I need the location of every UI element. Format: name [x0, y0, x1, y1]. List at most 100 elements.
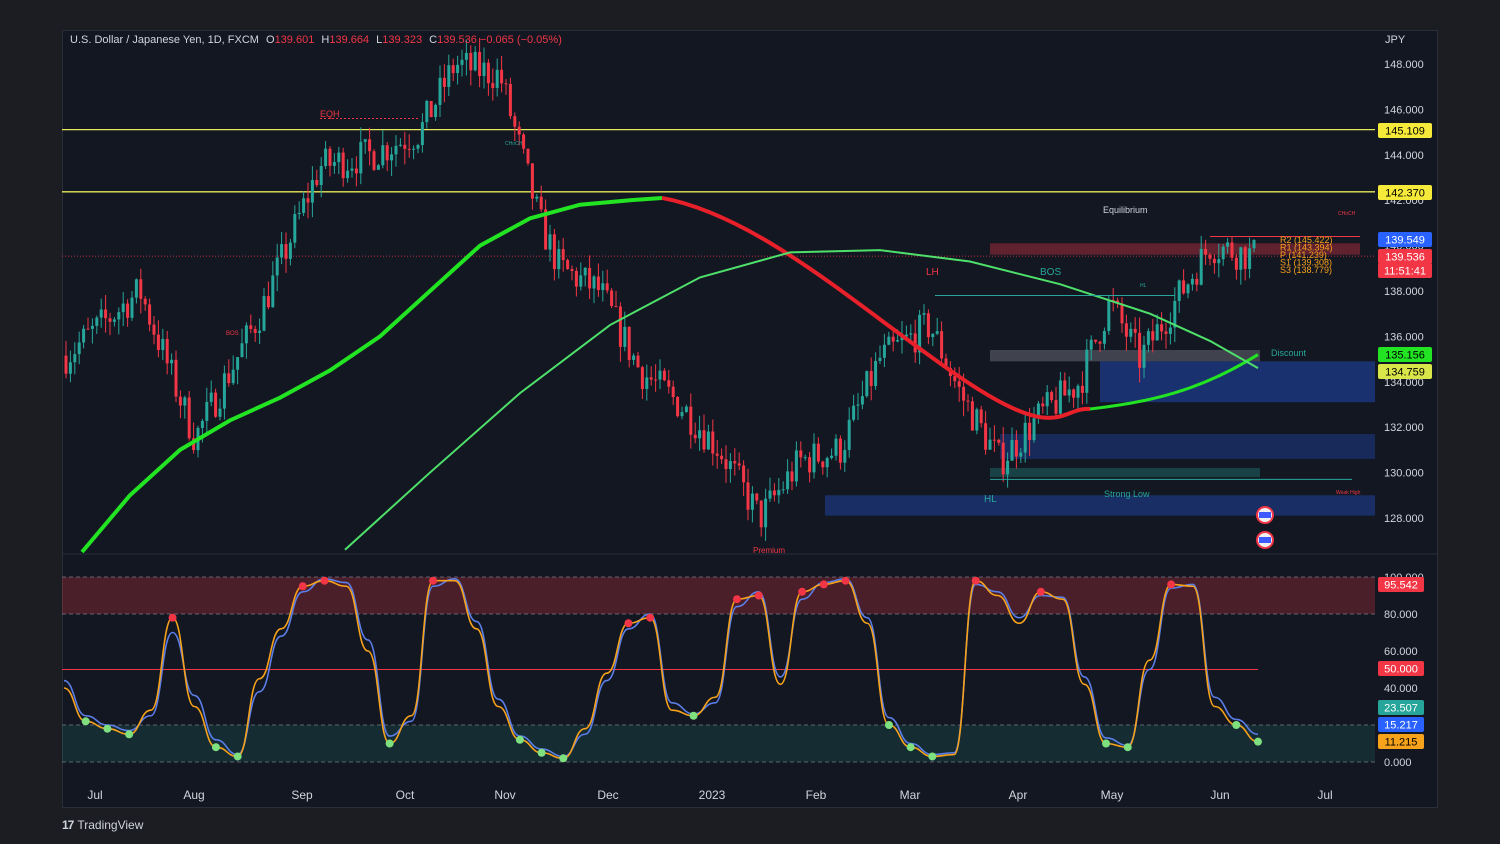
candle-body: [1041, 403, 1045, 407]
candle-body: [984, 423, 988, 450]
candle-body: [495, 69, 499, 88]
candle-body: [1168, 327, 1172, 334]
candle-body: [473, 51, 477, 71]
candle-body: [570, 269, 574, 271]
candle-body: [407, 148, 411, 150]
x-tick-label: Oct: [396, 788, 415, 802]
candle-body: [601, 283, 605, 291]
price-label: 139.549: [1378, 232, 1432, 247]
candle-body: [1239, 247, 1243, 270]
candle-body: [227, 373, 231, 384]
candle-body: [1001, 442, 1005, 475]
candle-body: [403, 144, 407, 149]
candle-body: [1173, 300, 1177, 328]
candle-body: [1142, 344, 1146, 368]
candle-body: [1036, 403, 1040, 419]
osc-label-bg: [1378, 734, 1424, 749]
premium-zone: [990, 243, 1360, 255]
candle-body: [82, 328, 86, 343]
price-tick-label: 138.000: [1384, 286, 1424, 298]
oversold-dot: [385, 739, 394, 748]
candle-body: [856, 404, 860, 406]
candle-body: [548, 234, 552, 250]
candle-body: [966, 400, 970, 402]
annotation-equilibrium: Equilibrium: [1103, 205, 1148, 215]
high-value: 139.664: [329, 34, 370, 46]
candle-body: [187, 397, 191, 439]
candle-body: [522, 134, 526, 149]
candle-body: [214, 392, 218, 417]
candle-body: [680, 412, 684, 417]
oversold-dot: [515, 735, 524, 744]
candle-body: [500, 69, 504, 84]
osc-value-label: 23.507: [1378, 700, 1424, 715]
candle-body: [535, 196, 539, 199]
annotation-discount: Discount: [1271, 348, 1307, 358]
price-label-text: 145.109: [1385, 126, 1425, 138]
oversold-dot: [81, 717, 90, 726]
candle-body: [394, 145, 398, 155]
candle-body: [1107, 299, 1111, 331]
price-label-text: 139.549: [1385, 235, 1425, 247]
open-value: 139.601: [274, 34, 315, 46]
x-tick-label: 2023: [699, 788, 726, 802]
candle-body: [645, 377, 649, 390]
candle-body: [1050, 392, 1054, 401]
flag-rect: [1259, 512, 1271, 518]
candle-body: [755, 493, 759, 501]
candle-body: [1014, 440, 1018, 457]
candle-body: [790, 471, 794, 482]
overbought-dot: [732, 595, 741, 604]
x-tick-label: Apr: [1009, 788, 1028, 802]
ma-slow-red-line: [661, 195, 1091, 420]
candle-body: [451, 65, 455, 74]
candle-body: [156, 334, 160, 351]
candle-body: [737, 463, 741, 466]
oversold-dot: [1232, 721, 1241, 729]
osc-label-bg: [1378, 577, 1424, 592]
symbol-title: U.S. Dollar / Japanese Yen, 1D, FXCM: [70, 34, 259, 46]
candle-body: [772, 490, 776, 496]
tradingview-brand: TradingView: [77, 818, 144, 832]
candle-body: [1120, 303, 1124, 324]
annotation-weak-high: Weak High: [1336, 490, 1361, 496]
candle-body: [1221, 246, 1225, 260]
candle-body: [926, 313, 930, 338]
tradingview-logo-icon: 17: [62, 818, 74, 832]
pivot-label: R2 (145.422): [1280, 235, 1333, 245]
oversold-dot: [906, 743, 915, 752]
candle-body: [746, 482, 750, 510]
candle-body: [1063, 380, 1067, 396]
candle-body: [218, 408, 222, 417]
candle-body: [1138, 332, 1142, 368]
candle-body: [1129, 328, 1133, 337]
price-label: 139.536: [1378, 249, 1432, 264]
overbought-dot: [841, 576, 850, 585]
candle-body: [1243, 247, 1247, 269]
candle-body: [1204, 248, 1208, 255]
oversold-dot: [559, 754, 568, 763]
candle-body: [702, 430, 706, 450]
overbought-dot: [1167, 580, 1176, 589]
candle-body: [337, 152, 341, 163]
oversold-band: [62, 725, 1375, 762]
candle-body: [1160, 324, 1164, 332]
candle-body: [623, 326, 627, 347]
candle-body: [922, 313, 926, 315]
candle-body: [794, 450, 798, 482]
candle-body: [1146, 331, 1150, 345]
candle-body: [280, 244, 284, 258]
candle-body: [720, 455, 724, 460]
candle-body: [108, 318, 112, 322]
candle-body: [909, 333, 913, 335]
low-key: L: [376, 34, 383, 46]
price-tick-label: 144.000: [1384, 150, 1424, 162]
candle-body: [970, 401, 974, 431]
pivot-label: S3 (138.779): [1280, 265, 1332, 275]
candle-body: [1006, 460, 1010, 475]
price-label-bg: [1378, 123, 1432, 138]
candle-body: [372, 151, 376, 170]
candle-body: [636, 355, 640, 368]
close-value: 139.536: [437, 34, 477, 46]
